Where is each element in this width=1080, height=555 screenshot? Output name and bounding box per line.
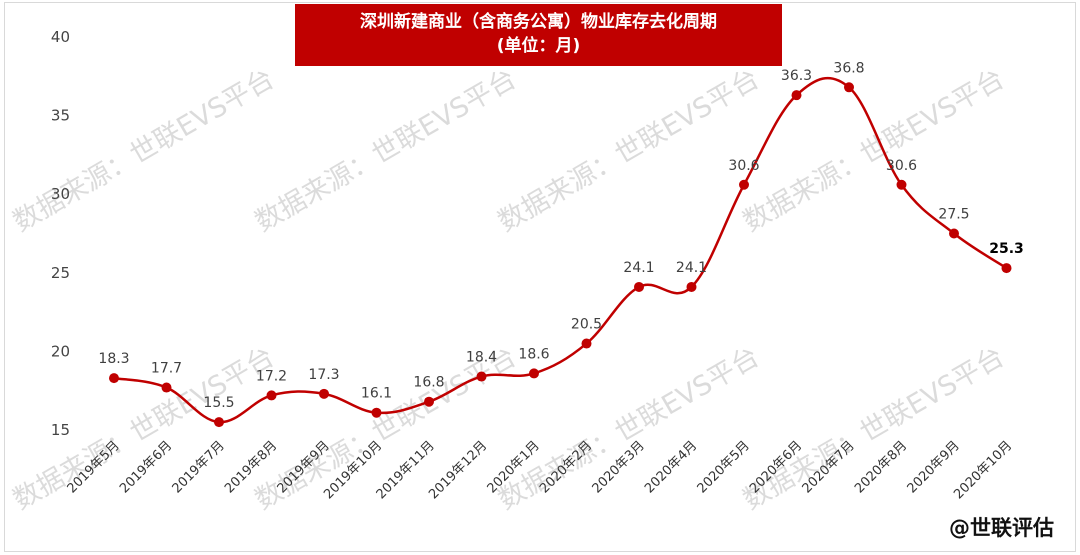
data-label: 17.7 xyxy=(151,361,182,377)
source-credit: @世联评估 xyxy=(949,516,1054,540)
data-label: 17.2 xyxy=(256,368,287,384)
data-label: 16.1 xyxy=(361,386,392,402)
data-label: 20.5 xyxy=(571,317,602,333)
data-point xyxy=(791,90,802,101)
data-point xyxy=(949,228,959,239)
data-label: 25.3 xyxy=(989,241,1024,257)
data-point xyxy=(109,373,119,384)
chart-title: 深圳新建商业（含商务公寓）物业库存去化周期 xyxy=(360,12,717,32)
chart-frame xyxy=(4,2,1076,552)
data-point xyxy=(896,179,907,190)
y-tick-label: 30 xyxy=(51,185,70,203)
data-label: 36.8 xyxy=(833,60,864,76)
chart-title-box: 深圳新建商业（含商务公寓）物业库存去化周期 (单位：月) xyxy=(295,4,782,66)
x-tick-label: 2020年4月 xyxy=(642,438,700,496)
data-point xyxy=(529,368,539,379)
y-tick-label: 25 xyxy=(51,264,70,282)
data-point xyxy=(424,396,434,407)
y-tick-label: 20 xyxy=(51,342,70,360)
chart-subtitle: (单位：月) xyxy=(496,36,581,56)
data-label: 16.8 xyxy=(413,375,444,391)
data-label: 18.6 xyxy=(518,346,549,362)
data-labels: 18.3 17.7 15.5 17.2 17.3 16.1 16.8 18.4 18.6 20.5… xyxy=(98,60,1023,411)
y-tick-label: 35 xyxy=(51,107,70,125)
data-label: 24.1 xyxy=(676,260,707,276)
data-label: 30.6 xyxy=(728,158,759,174)
watermark-text: 数据来源：世联EVS平台 xyxy=(493,63,765,238)
data-label: 36.3 xyxy=(781,68,812,84)
data-point xyxy=(686,281,697,292)
data-point xyxy=(161,382,172,393)
data-label: 24.1 xyxy=(623,260,654,276)
data-label: 30.6 xyxy=(886,158,917,174)
data-label: 15.5 xyxy=(203,395,234,411)
data-point xyxy=(739,179,749,190)
data-point xyxy=(581,338,592,349)
data-point xyxy=(266,390,277,401)
data-point xyxy=(476,371,487,382)
data-label: 17.3 xyxy=(308,367,339,383)
data-point xyxy=(844,82,854,93)
watermark-text: 数据来源：世联EVS平台 xyxy=(250,63,522,238)
data-point xyxy=(214,417,224,428)
watermark-text: 数据来源：世联EVS平台 xyxy=(8,63,280,238)
y-tick-label: 40 xyxy=(51,28,70,46)
data-point xyxy=(634,281,644,292)
data-points xyxy=(109,82,1012,428)
data-point xyxy=(319,388,329,399)
y-tick-label: 15 xyxy=(51,421,70,439)
data-point xyxy=(1001,263,1012,274)
data-label: 27.5 xyxy=(938,207,969,223)
y-axis-ticks: 15 20 25 30 35 40 xyxy=(51,28,70,439)
data-label: 18.4 xyxy=(466,350,497,366)
data-point xyxy=(371,407,382,418)
watermark-text: 数据来源：世联EVS平台 xyxy=(493,341,765,516)
x-tick-label: 2019年7月 xyxy=(170,438,228,496)
data-label: 18.3 xyxy=(98,351,129,367)
